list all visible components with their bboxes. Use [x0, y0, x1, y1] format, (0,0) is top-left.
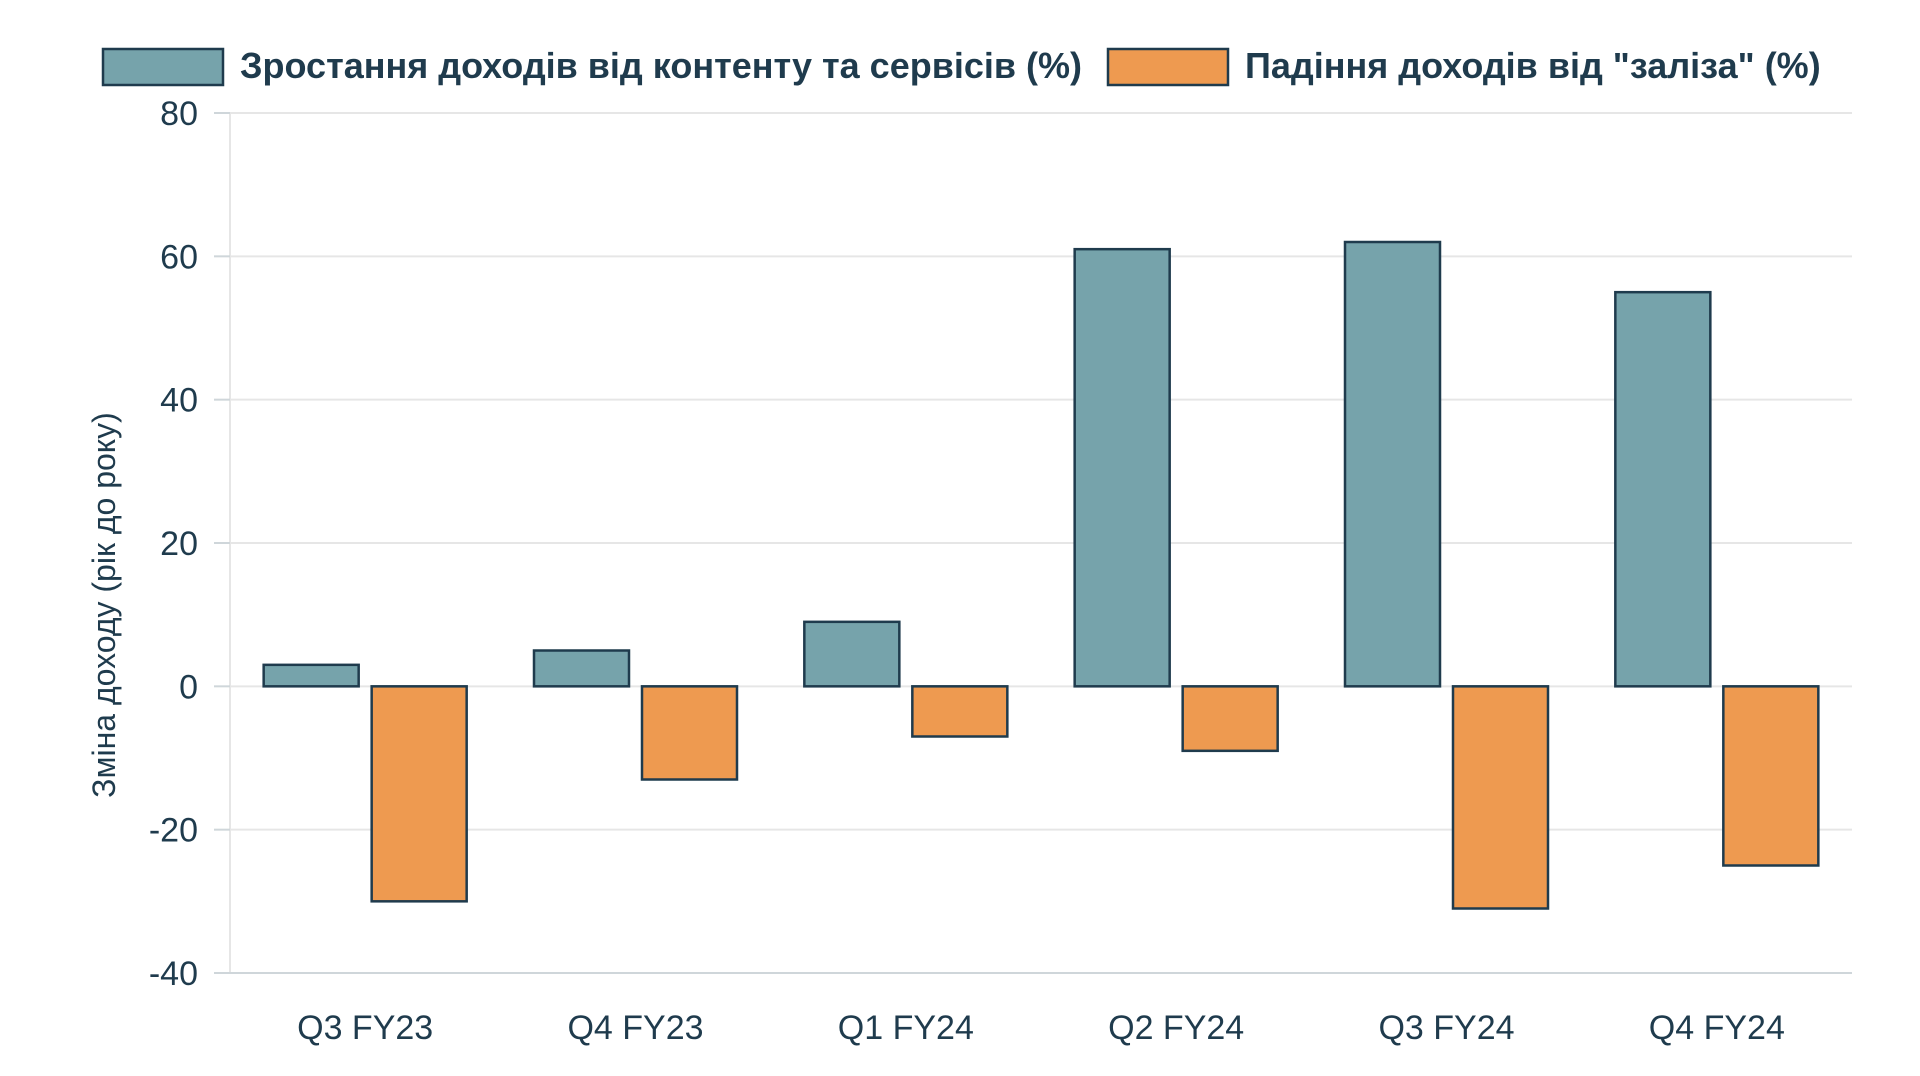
x-category-label: Q4 FY24 [1649, 1009, 1785, 1047]
x-category-label: Q3 FY23 [297, 1009, 433, 1047]
y-tick-label: 60 [160, 238, 198, 276]
y-tick-label: 0 [179, 668, 198, 706]
bar-hardware [1451, 685, 1550, 910]
legend-swatch-content-services [101, 47, 225, 87]
legend-label-hardware: Падіння доходів від "заліза" (%) [1245, 45, 1821, 86]
x-category-label: Q4 FY23 [567, 1009, 703, 1047]
y-tick-label: 40 [160, 382, 198, 420]
bar-content-services [532, 649, 631, 688]
bar-hardware [370, 685, 468, 903]
y-tick-labels: 80 60 40 20 0 -20 -40 [149, 95, 230, 993]
bar-hardware [911, 685, 1009, 738]
bar-hardware [1181, 685, 1279, 753]
bar-hardware [1722, 685, 1820, 867]
bar-content-services [1073, 247, 1171, 688]
legend: Зростання доходів від контенту та сервіс… [101, 45, 1821, 87]
bar-content-services [803, 620, 901, 688]
y-tick-label: 80 [160, 95, 198, 133]
bar-content-services [1343, 240, 1442, 688]
bar-content-services [262, 663, 360, 688]
bar-hardware [640, 685, 739, 781]
x-category-label: Q3 FY24 [1378, 1009, 1514, 1047]
y-axis-label: Зміна доходу (рік до року) [86, 412, 122, 798]
y-tick-label: 20 [160, 525, 198, 563]
legend-swatch-hardware [1106, 47, 1230, 87]
x-category-label: Q1 FY24 [838, 1009, 974, 1047]
bar-content-services [1614, 290, 1712, 688]
y-tick-label: -40 [149, 955, 198, 993]
x-category-label: Q2 FY24 [1108, 1009, 1244, 1047]
bars [262, 240, 1820, 910]
gridlines [230, 112, 1852, 974]
y-tick-label: -20 [149, 812, 198, 850]
x-category-labels: Q3 FY23 Q4 FY23 Q1 FY24 Q2 FY24 Q3 FY24 Q4 FY… [297, 1009, 1785, 1047]
legend-label-content-services: Зростання доходів від контенту та сервіс… [240, 45, 1082, 86]
